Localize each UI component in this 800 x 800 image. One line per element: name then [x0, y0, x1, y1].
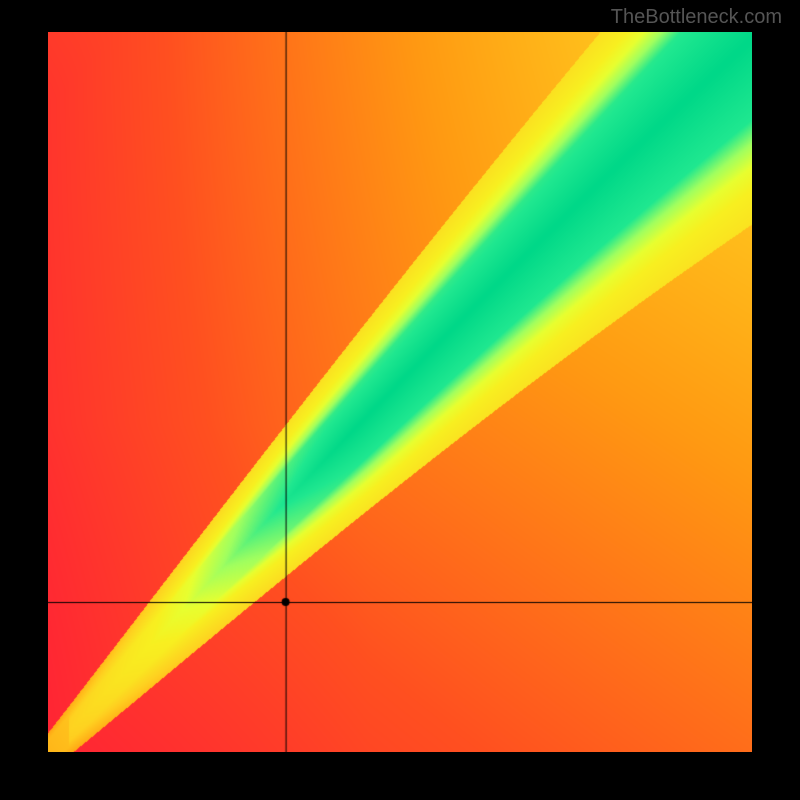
heatmap-plot [48, 32, 752, 752]
heatmap-canvas [48, 32, 752, 752]
chart-container: TheBottleneck.com [0, 0, 800, 800]
watermark-text: TheBottleneck.com [611, 6, 782, 29]
